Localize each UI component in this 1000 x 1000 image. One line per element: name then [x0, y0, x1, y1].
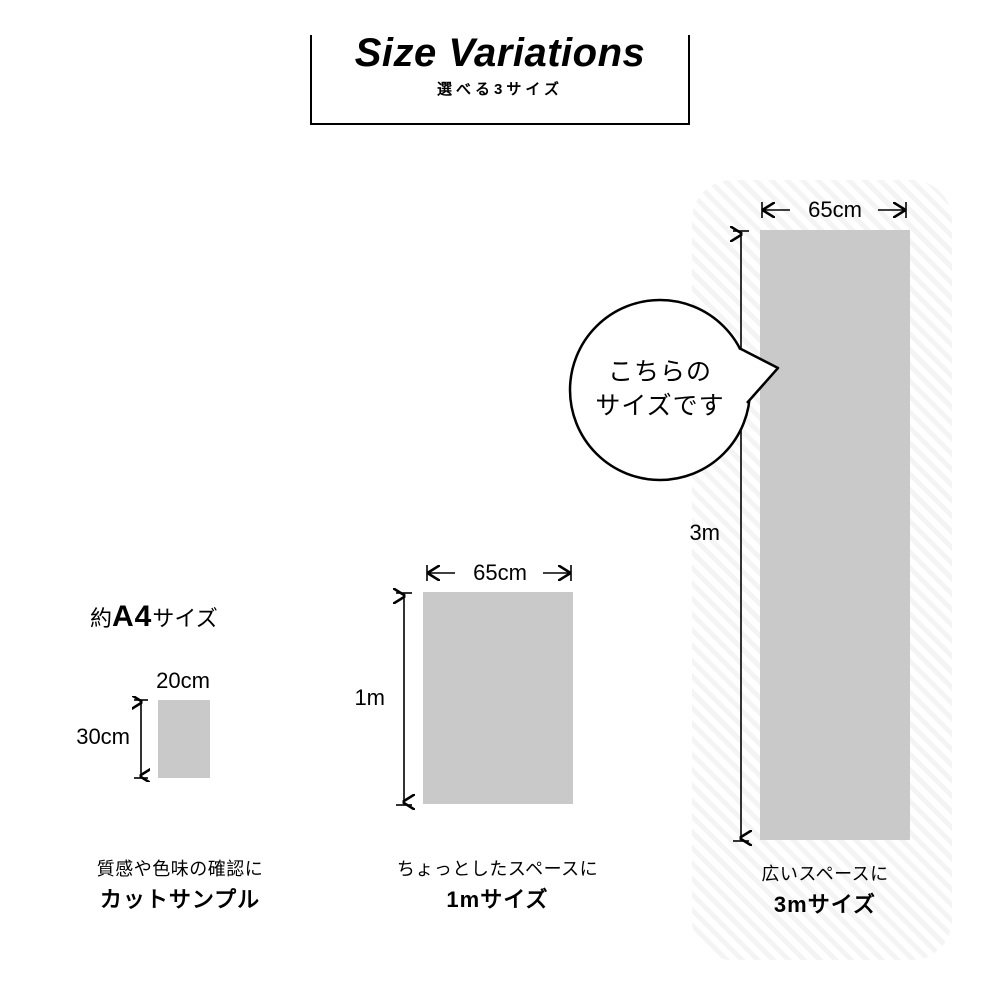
small-swatch — [158, 700, 210, 778]
header-subtitle: 選べる3サイズ — [312, 78, 688, 99]
medium-height-arrow — [393, 588, 415, 810]
small-title-suffix: サイズ — [152, 606, 217, 631]
small-width-label: 20cm — [148, 668, 218, 694]
header-box: Size Variations 選べる3サイズ — [310, 35, 690, 125]
small-caption-main: カットサンプル — [50, 882, 310, 914]
size-card-medium: 65cm 1m ちょっとしたスペースに 1mサイズ — [345, 560, 650, 960]
small-title-big: A4 — [112, 600, 152, 633]
small-height-arrow — [132, 696, 150, 782]
large-caption-sub: 広いスペースに — [690, 860, 960, 886]
small-title-prefix: 約 — [90, 606, 112, 631]
speech-bubble: こちらの サイズです — [560, 290, 760, 490]
small-title: 約A4サイズ — [90, 600, 218, 634]
large-width-label: 65cm — [790, 197, 880, 223]
medium-width-arrow-left — [423, 562, 457, 584]
small-caption-sub: 質感や色味の確認に — [50, 855, 310, 881]
size-card-small: 約A4サイズ 20cm 30cm 質感や色味の確認に カットサンプル — [50, 600, 310, 950]
medium-width-arrow-right — [541, 562, 575, 584]
medium-swatch — [423, 592, 573, 804]
medium-caption-sub: ちょっとしたスペースに — [345, 855, 650, 881]
large-caption-main: 3mサイズ — [690, 887, 960, 919]
large-height-label: 3m — [665, 520, 720, 546]
medium-height-label: 1m — [325, 685, 385, 711]
speech-bubble-text: こちらの サイズです — [560, 290, 760, 490]
medium-caption-main: 1mサイズ — [345, 882, 650, 914]
large-width-arrow-right — [876, 199, 910, 221]
small-height-label: 30cm — [50, 724, 130, 750]
large-width-arrow-left — [758, 199, 792, 221]
medium-width-label: 65cm — [455, 560, 545, 586]
bubble-line1: こちらの — [608, 356, 712, 390]
header-title: Size Variations — [312, 31, 688, 76]
bubble-line2: サイズです — [595, 390, 724, 424]
